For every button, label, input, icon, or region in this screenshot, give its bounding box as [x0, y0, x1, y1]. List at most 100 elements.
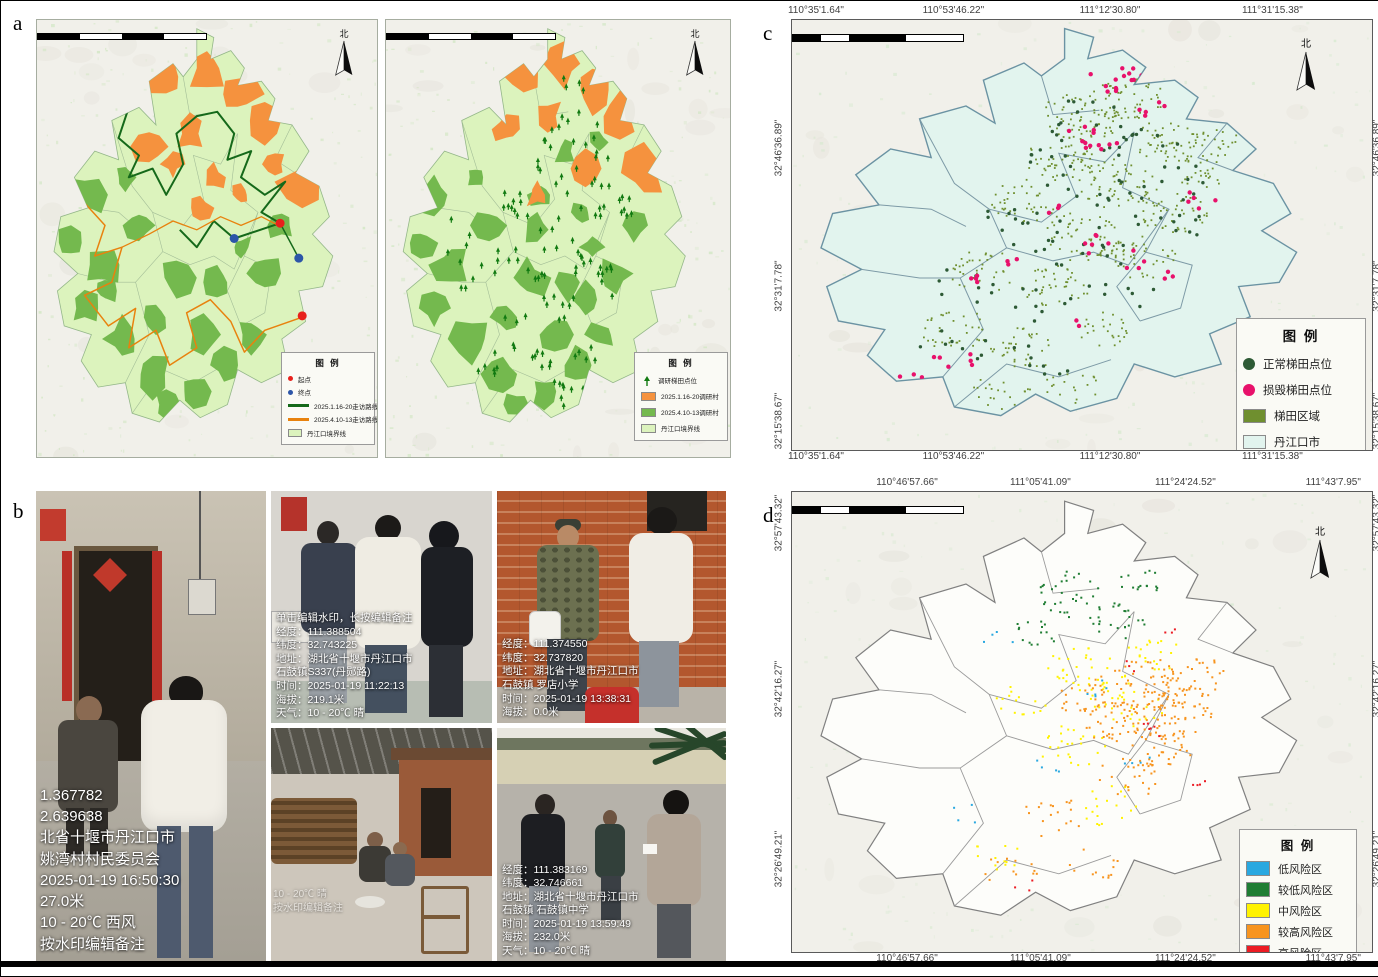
legend-item: 较低风险区	[1246, 879, 1350, 900]
north-label: 北	[1315, 528, 1325, 538]
watermark-line: 单击编辑水印，长按编辑备注	[276, 612, 413, 626]
fill-swatch	[1246, 903, 1270, 917]
watermark-line: 地址：湖北省十堰市丹江口市	[502, 665, 639, 679]
coordinate-label: 32°15'38.67"	[1372, 393, 1378, 450]
watermark-line: 纬度：32.743225	[276, 639, 413, 653]
wooden-chair	[421, 886, 469, 954]
person-hooded	[421, 521, 475, 721]
legend-title: 图 例	[288, 357, 368, 369]
coordinate-label: 111°24'24.52"	[1155, 477, 1216, 488]
coordinate-label: 110°35'1.64"	[788, 451, 844, 462]
legend-item-label: 中风险区	[1278, 903, 1322, 919]
legend-item-label: 高风险区	[1278, 945, 1322, 954]
legend-item-label: 正常梯田点位	[1263, 356, 1332, 372]
legend-item-label: 较高风险区	[1278, 924, 1333, 940]
coordinate-label: 111°12'30.80"	[1080, 451, 1141, 462]
torso	[629, 533, 693, 643]
legend-box: 图 例正常梯田点位损毁梯田点位梯田区域丹江口市	[1236, 318, 1366, 451]
fill-swatch	[1246, 924, 1270, 938]
watermark-line: 经度：111.388504	[276, 626, 413, 640]
scale-segment	[387, 34, 429, 39]
legend-item-label: 丹江口市	[1274, 434, 1320, 450]
watermark-line: 地址：湖北省十堰市丹江口市	[502, 891, 639, 904]
watermark-line: 海拔：0.0米	[502, 706, 639, 720]
coordinate-label: 32°42'16.27"	[1372, 660, 1378, 717]
red-poster	[40, 509, 66, 541]
coordinate-label: 111°24'24.52"	[1155, 953, 1216, 964]
legend-item-label: 起点	[298, 374, 311, 384]
watermark-line: 纬度：32.746661	[502, 877, 639, 890]
north-arrow: 北	[684, 30, 706, 77]
scale-segment	[122, 34, 164, 39]
north-label: 北	[1301, 40, 1311, 50]
watermark-line: 经度：111.383169	[502, 864, 639, 877]
watermark-line: 石鼓镇 罗店小学	[502, 679, 639, 693]
head	[317, 521, 339, 545]
torso	[647, 814, 701, 906]
legend-item-label: 2025.1.16-20走访路线	[314, 401, 378, 411]
watermark-line: 按水印编辑备注	[40, 934, 179, 955]
dot-swatch	[1243, 384, 1255, 396]
fill-swatch	[1246, 882, 1270, 896]
coordinate-label: 32°31'7.78"	[774, 260, 785, 311]
legend-item-label: 2025.4.10-13走访路线	[314, 414, 378, 424]
legend-item: 2025.4.10-13调研村	[641, 404, 721, 420]
legend-item-label: 2025.1.16-20调研村	[661, 391, 719, 401]
north-label: 北	[339, 30, 348, 39]
map-d-risk-zones: 北图 例低风险区较低风险区中风险区较高风险区高风险区05102030千米	[791, 491, 1373, 953]
roof-edge	[391, 748, 492, 760]
coordinate-label: 32°26'49.21"	[774, 831, 785, 888]
coordinate-label: 32°31'7.78"	[1372, 260, 1378, 311]
coordinate-label: 111°05'41.09"	[1010, 953, 1071, 964]
scale-bar-segments	[792, 506, 964, 514]
scale-segment	[906, 507, 963, 513]
watermark-line: 1.367782	[40, 785, 179, 806]
north-arrow-icon	[333, 39, 355, 77]
watermark-line: 2025-01-19 16:50:30	[40, 870, 179, 891]
woodpile	[271, 798, 357, 864]
leg	[189, 826, 213, 958]
coordinate-label: 110°46'57.66"	[876, 953, 938, 964]
coordinate-label: 32°42'16.27"	[774, 660, 785, 717]
coordinate-label: 111°31'15.38"	[1242, 5, 1303, 16]
line-swatch	[288, 404, 309, 407]
coordinate-label: 32°46'36.89"	[1372, 120, 1378, 177]
legend-item-label: 丹江口境界线	[661, 423, 700, 433]
basin	[355, 896, 385, 908]
panel-label-b: b	[13, 499, 24, 524]
leg	[429, 645, 463, 717]
fill-swatch	[1246, 861, 1270, 875]
fill-swatch	[288, 429, 302, 437]
scale-bar-segments	[792, 34, 964, 42]
panel-label-c: c	[763, 21, 772, 46]
paper	[643, 844, 657, 854]
coordinate-label: 111°12'30.80"	[1080, 5, 1141, 16]
legend-title: 图 例	[641, 357, 721, 369]
legend-item-label: 调研梯田点位	[658, 375, 697, 385]
legend-item: 调研梯田点位	[641, 372, 721, 388]
legend-title: 图 例	[1243, 325, 1359, 345]
scale-segment	[513, 34, 555, 39]
scale-bar-segments	[386, 33, 556, 40]
field-photo-courtyard: 10 - 20℃ 晴按水印编辑备注	[271, 728, 492, 961]
coordinate-label: 110°53'46.22"	[923, 451, 985, 462]
panel-label-d: d	[763, 503, 774, 528]
watermark-line: 姚湾村村民委员会	[40, 849, 179, 870]
watermark-line: 地址：湖北省十堰市丹江口市	[276, 653, 413, 667]
scale-segment	[471, 34, 513, 39]
legend-item: 高风险区	[1246, 942, 1350, 953]
scale-segment	[849, 507, 906, 513]
coordinate-label: 32°57'43.32"	[1372, 495, 1378, 552]
coordinate-label: 110°46'57.66"	[876, 477, 938, 488]
legend-item: 终点	[288, 386, 368, 400]
head	[663, 790, 689, 816]
watermark-line: 天气：10 - 20℃ 晴	[276, 707, 413, 721]
